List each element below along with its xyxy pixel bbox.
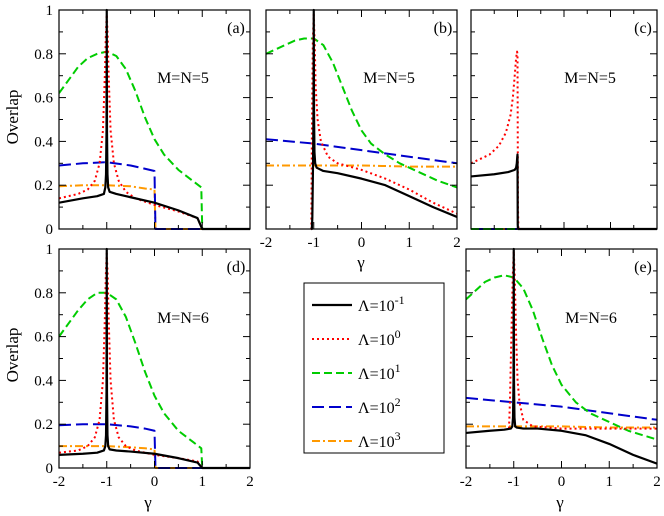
- plot-frame-c: [470, 9, 658, 230]
- panel-d: -2 -1 0 1 2 0 0.2 0.4 0.6 0.8 1 (d) M=N=6: [34, 242, 254, 490]
- panel-tag-a: (a): [227, 20, 245, 37]
- series-line-a-0: [59, 8, 250, 231]
- series-line-e-0: [466, 247, 657, 465]
- series-line-d-2: [59, 291, 250, 469]
- x-tick-label-e: -1: [508, 474, 521, 490]
- y-tick-label-a: 0.8: [34, 47, 53, 63]
- legend-exponent-2: 1: [395, 361, 401, 375]
- legend-label-1: Λ=100: [358, 327, 401, 349]
- legend-label-4: Λ=103: [358, 429, 401, 451]
- series-line-b-3: [266, 138, 457, 165]
- system-size-label-b: M=N=5: [363, 70, 415, 87]
- panel-a: 0 0.2 0.4 0.6 0.8 1 (a) M=N=5: [34, 3, 251, 238]
- series-line-b-0: [310, 8, 457, 231]
- y-tick-label-d: 0: [46, 461, 54, 477]
- panel-e: -2 -1 0 1 2 (e) M=N=6: [460, 247, 661, 490]
- plot-frame-d: [58, 248, 251, 469]
- x-tick-label-b: 0: [358, 235, 366, 251]
- y-tick-label-a: 0: [46, 222, 54, 238]
- panel-c: (c) M=N=5: [470, 9, 658, 231]
- y-tick-label-d: 0.4: [34, 373, 53, 389]
- series-line-e-1: [507, 250, 657, 430]
- series-line-d-1: [59, 252, 250, 469]
- y-tick-label-a: 1: [46, 3, 54, 19]
- x-tick-label-b: 1: [406, 235, 414, 251]
- panel-tag-d: (d): [227, 259, 246, 276]
- y-tick-label-a: 0.4: [34, 134, 53, 150]
- system-size-label-e: M=N=6: [565, 310, 617, 327]
- series-line-e-3: [466, 396, 657, 421]
- series-line-c-0: [471, 153, 657, 231]
- system-size-label-d: M=N=6: [157, 310, 209, 327]
- series-line-b-4: [266, 164, 457, 168]
- y-tick-label-a: 0.2: [34, 178, 53, 194]
- y-tick-label-d: 1: [46, 242, 54, 258]
- plot-frame-e: [465, 248, 658, 469]
- panel-b: -2 -1 0 1 2 (b) M=N=5: [260, 8, 461, 251]
- x-tick-label-e: -2: [460, 474, 473, 490]
- panel-tag-b: (b): [434, 20, 453, 37]
- x-tick-label-d: 2: [246, 474, 254, 490]
- system-size-label-a: M=N=5: [157, 70, 209, 87]
- series-line-a-2: [59, 50, 250, 230]
- y-tick-label-d: 0.8: [34, 286, 53, 302]
- legend-label-2: Λ=101: [358, 361, 401, 383]
- x-tick-label-e: 0: [558, 474, 566, 490]
- series-line-b-2: [266, 37, 457, 189]
- legend: Λ=10-1 Λ=100 Λ=101 Λ=102 Λ=103: [303, 282, 445, 454]
- series-line-b-1: [310, 13, 457, 230]
- series-line-a-3: [59, 161, 250, 230]
- x-tick-label-b: -2: [260, 235, 273, 251]
- system-size-label-c: M=N=5: [564, 70, 616, 87]
- x-tick-label-b: -1: [308, 235, 321, 251]
- legend-exponent-3: 2: [395, 395, 401, 409]
- panel-tag-e: (e): [634, 259, 652, 276]
- x-axis-label-d: γ: [143, 493, 152, 512]
- legend-label-0: Λ=10-1: [358, 293, 405, 315]
- legend-exponent-4: 3: [395, 429, 401, 443]
- y-tick-label-d: 0.6: [34, 330, 53, 346]
- x-tick-label-d: -1: [101, 474, 114, 490]
- y-tick-label-d: 0.2: [34, 417, 53, 433]
- x-tick-label-d: 1: [199, 474, 207, 490]
- x-tick-label-e: 1: [606, 474, 614, 490]
- series-line-d-0: [59, 247, 250, 470]
- x-tick-label-d: 0: [151, 474, 159, 490]
- series-line-d-3: [59, 423, 250, 469]
- legend-exponent-0: -1: [395, 293, 405, 307]
- y-tick-label-a: 0.6: [34, 91, 53, 107]
- y-axis-label-bottom: Overlap: [3, 328, 22, 383]
- panel-tag-c: (c): [634, 20, 652, 37]
- legend-exponent-1: 0: [395, 327, 401, 341]
- plot-frame-b: [265, 9, 458, 230]
- series-line-e-2: [466, 274, 657, 441]
- legend-label-3: Λ=102: [358, 395, 401, 417]
- y-axis-label-top: Overlap: [3, 90, 22, 145]
- x-tick-label-b: 2: [453, 235, 461, 251]
- x-tick-label-e: 2: [653, 474, 661, 490]
- series-line-e-4: [466, 425, 657, 429]
- x-axis-label-e: γ: [555, 493, 564, 512]
- x-tick-label-d: -2: [53, 474, 66, 490]
- legend-box: [303, 282, 445, 454]
- x-axis-label-b: γ: [356, 253, 365, 272]
